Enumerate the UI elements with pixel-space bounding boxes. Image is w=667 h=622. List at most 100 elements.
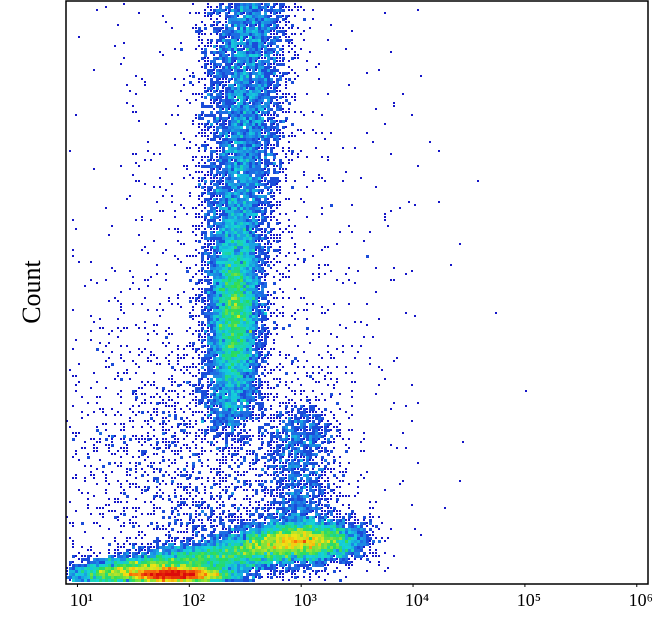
density-cell <box>252 366 255 369</box>
density-cell <box>207 393 209 395</box>
density-cell <box>228 420 231 423</box>
density-cell <box>207 309 210 312</box>
density-cell <box>108 567 111 570</box>
density-cell <box>261 306 263 308</box>
density-cell <box>216 336 219 339</box>
density-cell <box>207 240 209 242</box>
density-cell <box>243 405 246 408</box>
density-cell <box>195 186 197 188</box>
density-cell <box>240 99 243 102</box>
density-cell <box>195 348 198 351</box>
density-cell <box>234 138 237 141</box>
density-cell <box>291 570 294 573</box>
density-cell <box>186 543 189 546</box>
density-cell <box>219 333 222 336</box>
density-cell <box>207 360 210 363</box>
density-cell <box>261 93 264 96</box>
density-cell <box>288 528 291 531</box>
density-cell <box>243 297 246 300</box>
density-cell <box>198 315 200 317</box>
density-cell <box>243 36 246 39</box>
density-cell <box>219 195 221 197</box>
density-cell <box>240 111 243 114</box>
density-cell <box>228 246 231 249</box>
density-cell <box>192 567 195 570</box>
density-cell <box>210 279 212 281</box>
density-cell <box>213 276 216 279</box>
density-cell <box>255 366 258 369</box>
density-cell <box>291 123 294 126</box>
density-cell <box>318 570 320 572</box>
density-cell <box>255 24 257 26</box>
density-cell <box>258 108 261 111</box>
density-cell <box>294 135 296 137</box>
density-cell <box>276 177 279 180</box>
density-cell <box>234 51 236 53</box>
density-cell <box>258 402 261 405</box>
density-cell <box>234 3 237 6</box>
density-cell <box>282 276 284 278</box>
density-cell <box>267 567 270 570</box>
density-cell <box>255 36 258 39</box>
density-cell <box>195 135 197 137</box>
density-cell <box>207 354 210 357</box>
density-cell <box>219 351 222 354</box>
density-cell <box>222 303 225 306</box>
density-cell <box>273 33 275 35</box>
density-cell <box>213 381 215 383</box>
density-cell <box>270 519 273 522</box>
density-cell <box>255 144 258 147</box>
density-cell <box>147 555 150 558</box>
density-cell <box>222 51 225 54</box>
density-cell <box>207 42 209 44</box>
density-cell <box>279 249 281 251</box>
density-cell <box>141 543 143 545</box>
density-cell <box>183 348 185 350</box>
density-cell <box>192 399 194 401</box>
density-cell <box>258 234 261 237</box>
density-cell <box>258 228 261 231</box>
density-cell <box>216 429 218 431</box>
density-cell <box>216 33 218 35</box>
density-cell <box>282 162 284 164</box>
density-cell <box>219 567 222 570</box>
density-cell <box>249 51 252 54</box>
density-cell <box>384 552 386 554</box>
density-cell <box>219 12 221 14</box>
density-cell <box>105 567 108 570</box>
density-cell <box>282 57 285 60</box>
density-cell <box>309 534 312 537</box>
density-cell <box>306 522 309 525</box>
density-cell <box>261 387 263 389</box>
density-cell <box>285 525 288 528</box>
density-cell <box>240 204 243 207</box>
density-cell <box>288 60 290 62</box>
density-cell <box>213 54 215 56</box>
density-cell <box>114 552 116 554</box>
density-cell <box>216 303 219 306</box>
density-cell <box>198 117 201 120</box>
density-cell <box>228 69 231 72</box>
density-cell <box>213 63 216 66</box>
density-cell <box>213 297 216 300</box>
density-cell <box>243 72 246 75</box>
density-cell <box>252 405 255 408</box>
density-cell <box>210 360 213 363</box>
density-cell <box>204 546 207 549</box>
density-cell <box>246 324 249 327</box>
density-cell <box>264 141 267 144</box>
density-cell <box>279 96 282 99</box>
density-cell <box>222 174 225 177</box>
density-cell <box>255 537 258 540</box>
density-cell <box>273 396 275 398</box>
density-cell <box>135 573 138 576</box>
density-cell <box>213 252 216 255</box>
density-cell <box>162 567 165 570</box>
density-cell <box>246 435 249 438</box>
density-cell <box>300 6 302 8</box>
density-cell <box>240 408 243 411</box>
density-cell <box>267 333 269 335</box>
density-cell <box>240 273 243 276</box>
density-cell <box>291 39 293 41</box>
density-cell <box>267 240 270 243</box>
